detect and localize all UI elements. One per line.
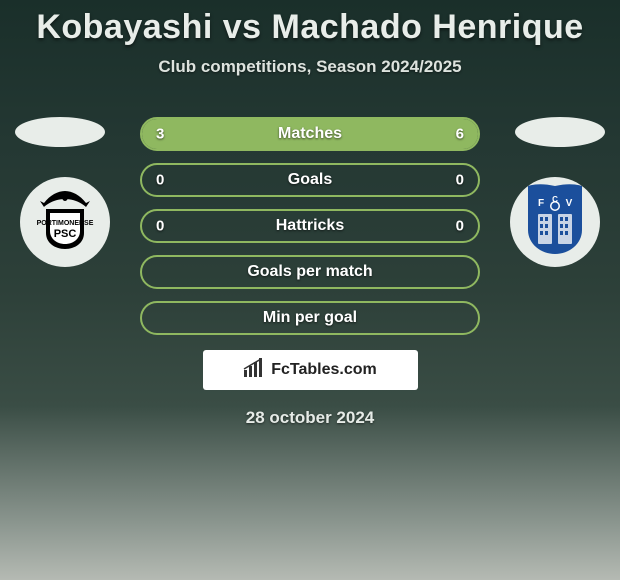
- stat-row-goals: 0 Goals 0: [140, 163, 480, 197]
- stat-label: Min per goal: [263, 309, 357, 327]
- svg-text:PSC: PSC: [54, 228, 77, 240]
- stat-value-right: 0: [456, 172, 464, 189]
- comparison-panel: PORTIMONENSE PSC F V C: [0, 117, 620, 428]
- stat-label: Goals per match: [247, 263, 372, 281]
- vizela-emblem-icon: F V C: [524, 184, 586, 261]
- subtitle: Club competitions, Season 2024/2025: [0, 57, 620, 77]
- stats-list: 3 Matches 6 0 Goals 0 0 Hattricks 0 Goal…: [140, 117, 480, 335]
- stat-row-goals-per-match: Goals per match: [140, 255, 480, 289]
- stat-label: Goals: [288, 171, 332, 189]
- stat-value-right: 0: [456, 218, 464, 235]
- player-oval-left: [15, 117, 105, 147]
- stat-value-left: 0: [156, 218, 164, 235]
- club-badge-left: PORTIMONENSE PSC: [20, 177, 110, 267]
- stat-row-hattricks: 0 Hattricks 0: [140, 209, 480, 243]
- svg-text:V: V: [566, 198, 573, 209]
- club-badge-right: F V C: [510, 177, 600, 267]
- stat-value-left: 3: [156, 126, 164, 143]
- stat-value-right: 6: [456, 126, 464, 143]
- chart-bars-icon: [243, 358, 265, 383]
- stat-label: Hattricks: [276, 217, 344, 235]
- player-oval-right: [515, 117, 605, 147]
- stat-value-left: 0: [156, 172, 164, 189]
- date-label: 28 october 2024: [0, 408, 620, 428]
- stat-label: Matches: [278, 125, 342, 143]
- page-title: Kobayashi vs Machado Henrique: [0, 0, 620, 47]
- branding-text: FcTables.com: [271, 361, 377, 379]
- stat-row-matches: 3 Matches 6: [140, 117, 480, 151]
- svg-text:F: F: [538, 198, 544, 209]
- branding-box[interactable]: FcTables.com: [203, 350, 418, 390]
- portimonense-emblem-icon: PORTIMONENSE PSC: [30, 185, 100, 260]
- svg-text:PORTIMONENSE: PORTIMONENSE: [37, 220, 94, 227]
- stat-row-min-per-goal: Min per goal: [140, 301, 480, 335]
